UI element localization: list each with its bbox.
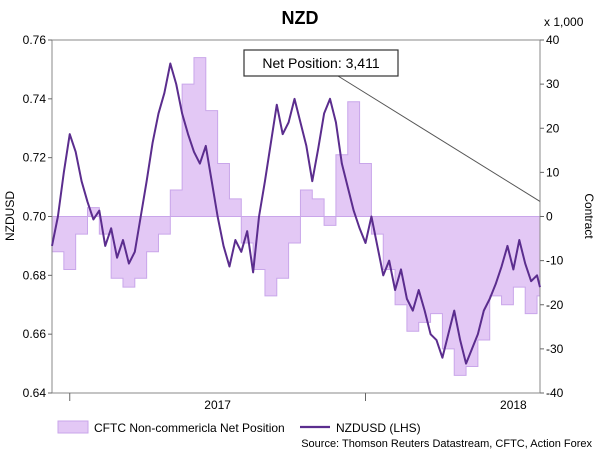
right-axis-title: Contract [582, 193, 596, 239]
callout-leader-line [337, 75, 541, 202]
source-note: Source: Thomson Reuters Datastream, CFTC… [301, 438, 592, 450]
legend-label-nzdusd: NZDUSD (LHS) [336, 421, 421, 435]
left-tick-label: 0.76 [23, 33, 47, 47]
right-tick-label: 30 [546, 77, 560, 91]
left-axis-title: NZDUSD [3, 191, 17, 241]
left-tick-label: 0.66 [23, 327, 47, 341]
left-tick-label: 0.64 [23, 386, 47, 400]
nzdusd-line [51, 62, 541, 365]
right-tick-label: 40 [546, 33, 560, 47]
right-axis-ticks: -40 -30 -20 -10 0 10 20 30 40 [540, 33, 564, 400]
left-tick-label: 0.72 [23, 151, 47, 165]
right-tick-label: -40 [546, 386, 564, 400]
right-tick-label: 10 [546, 165, 560, 179]
chart-title: NZD [282, 8, 319, 28]
nzdusd-line-layer [51, 62, 541, 365]
legend-label-net-position: CFTC Non-commericla Net Position [94, 421, 285, 435]
left-tick-label: 0.70 [23, 210, 47, 224]
right-tick-label: 0 [546, 210, 553, 224]
right-axis-unit-label: x 1,000 [544, 15, 584, 29]
right-tick-label: 20 [546, 121, 560, 135]
left-axis-ticks: 0.64 0.66 0.68 0.70 0.72 0.74 0.76 [23, 33, 52, 400]
x-year-label: 2017 [204, 398, 231, 412]
left-tick-label: 0.68 [23, 268, 47, 282]
callout-text: Net Position: 3,411 [262, 55, 379, 71]
legend-swatch-area [57, 420, 89, 434]
x-year-label: 2018 [500, 398, 527, 412]
right-tick-label: -10 [546, 254, 564, 268]
legend: CFTC Non-commericla Net Position NZDUSD … [57, 420, 421, 435]
right-tick-label: -30 [546, 342, 564, 356]
left-tick-label: 0.74 [23, 92, 47, 106]
net-position-callout: Net Position: 3,411 [243, 49, 541, 202]
x-axis-ticks: 2017 2018 [69, 393, 527, 412]
right-tick-label: -20 [546, 298, 564, 312]
callout-box [243, 49, 399, 77]
